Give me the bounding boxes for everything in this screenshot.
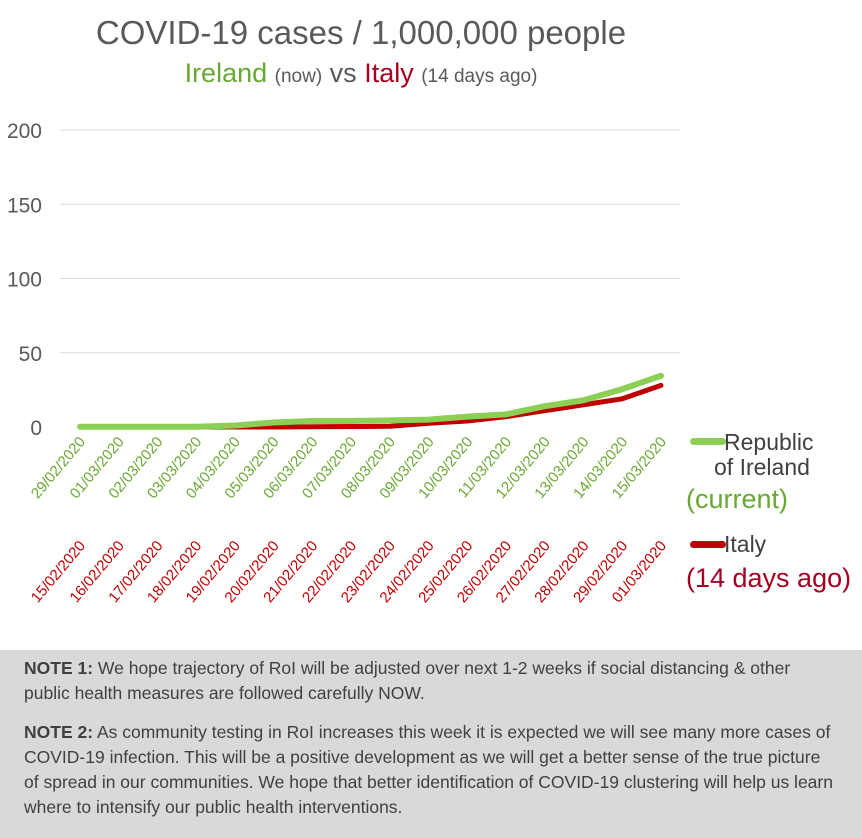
subtitle-ireland-note: (now) [274,66,323,87]
y-tick-label: 50 [19,343,42,366]
legend-roi-swatch [690,438,726,445]
legend-roi-line2: of Ireland [714,454,810,480]
y-tick-label: 0 [30,417,42,440]
legend-roi-label: Republic of Ireland [714,429,814,480]
chart-title: COVID-19 cases / 1,000,000 people [95,14,627,51]
y-tick-label: 200 [7,120,42,143]
series-line-roi [77,372,664,430]
note-1-label: NOTE 1: [24,658,94,678]
note-2-text: As community testing in RoI increases th… [24,722,833,817]
line-chart: 05010015020029/02/202001/03/202002/03/20… [7,120,680,606]
legend-roi-note: (current) [686,484,789,514]
note-1-text: We hope trajectory of RoI will be adjust… [24,658,791,703]
notes-panel: NOTE 1: We hope trajectory of RoI will b… [0,650,862,838]
note-2-label: NOTE 2: [24,722,94,742]
subtitle-vs: vs [329,58,357,88]
y-tick-label: 100 [7,269,42,292]
note-2: NOTE 2: As community testing in RoI incr… [24,720,838,820]
legend-italy-label: Italy [724,531,767,557]
subtitle-ireland: Ireland [184,58,268,88]
subtitle-italy-note: (14 days ago) [421,66,538,87]
note-1: NOTE 1: We hope trajectory of RoI will b… [24,656,838,706]
legend-roi-line1: Republic [724,429,814,455]
y-tick-label: 150 [7,194,42,217]
legend-italy-swatch [690,541,726,548]
chart-subtitle: Ireland (now) vs Italy (14 days ago) [0,58,722,89]
subtitle-italy: Italy [364,58,414,88]
legend-italy-note: (14 days ago) [686,563,852,593]
